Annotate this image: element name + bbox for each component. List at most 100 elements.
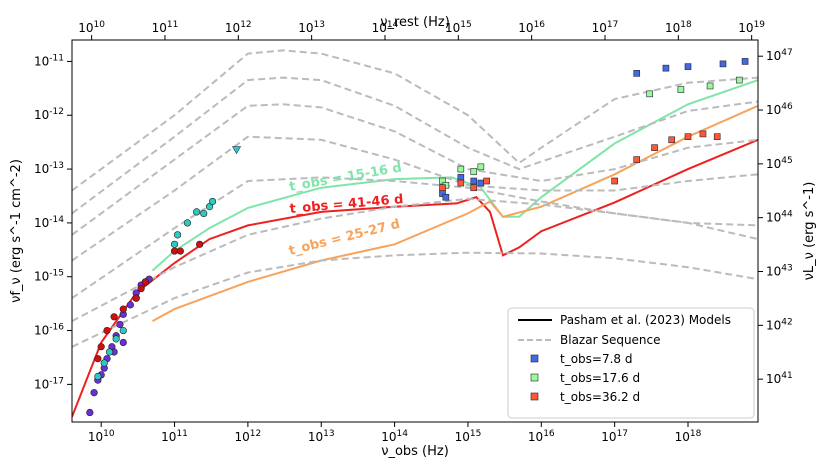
y-left-tick-label: 10-12 [34,107,64,122]
blazar-curve-6 [72,251,758,348]
point-radio-archival-cyan--9 [193,208,201,216]
legend-label-models: Pasham et al. (2023) Models [560,313,731,327]
y-left-tick-label: 10-11 [34,53,64,68]
point-radio-archival-red--5 [132,294,140,302]
y-right-tick-label: 1044 [766,210,793,225]
annotation-41-46d: t_obs = 41-46 d [289,192,404,217]
y-right-tick-label: 1042 [766,317,793,332]
point-radio-archival-red--4 [119,305,127,313]
point-radio-archival-cyan--7 [173,231,182,239]
y-left-tick-label: 10-14 [34,215,64,230]
point-t-obs-7-8-d-1 [442,193,450,201]
blazar-curve-2 [72,103,758,236]
point-t-obs-17-6-d-4 [477,163,485,171]
point-t-obs-17-6-d-0 [439,177,446,185]
point-t-obs-7-8-d-7 [684,63,692,70]
point-radio-archival-cyan--1 [100,359,108,367]
legend-label-7-8d: t_obs=7.8 d [560,352,633,366]
model-curve-model-15-16-d [151,79,758,272]
y-left-label: νf_ν (erg s^-1 cm^-2) [9,159,24,303]
plot-frame [71,39,759,423]
legend-label-17-6d: t_obs=17.6 d [560,371,640,385]
point-t-obs-17-6-d-6 [677,86,685,93]
legend: Pasham et al. (2023) Models Blazar Seque… [507,307,755,419]
point-t-obs-36-2-d-1 [457,179,465,187]
point-radio-archival-cyan--12 [208,197,217,206]
legend-marker-7-8d [530,354,539,363]
x-top-tick-label: 1019 [738,20,765,35]
point-t-obs-36-2-d-10 [713,133,721,140]
point-t-obs-36-2-d-4 [611,177,618,185]
point-t-obs-7-8-d-8 [719,60,727,68]
plot-axes: 1010 1011 1012 1013 1014 1015 1016 1017 1018 1010… [34,20,793,444]
y-right-tick-label: 1045 [766,156,793,171]
plot-points [86,58,749,417]
blazar-curve-3 [72,135,758,262]
x-top-tick-label: 1018 [665,20,692,35]
x-top-tick-label: 1016 [518,20,545,35]
point-t-obs-17-6-d-3 [470,168,478,175]
point-t-obs-17-6-d-5 [646,90,653,98]
y-left-tick-label: 10-17 [34,376,64,391]
legend-label-blazar: Blazar Sequence [560,333,661,347]
x-bottom-tick-label: 1014 [381,429,408,444]
y-right-tick-label: 1047 [766,48,793,63]
x-bottom-tick-label: 1018 [675,429,702,444]
y-right-tick-label: 1046 [766,102,793,117]
x-bottom-label: ν_obs (Hz) [381,444,449,459]
point-t-obs-36-2-d-2 [470,184,478,192]
point-radio-archival-red--7 [141,278,149,286]
x-top-tick-label: 1011 [152,20,179,35]
point-radio-archival-0 [86,408,94,417]
point-radio-archival-10 [126,301,134,309]
y-left-tick-label: 10-16 [34,323,64,338]
point-radio-archival-red--3 [110,313,118,321]
model-curve-model-25-27-d [152,104,758,322]
point-radio-archival-cyan--4 [119,326,127,335]
point-radio-archival-cyan--0 [94,372,102,381]
x-top-tick-label: 1013 [298,20,325,35]
legend-label-36-2d: t_obs=36.2 d [560,390,640,404]
point-radio-archival-cyan--3 [112,335,120,343]
legend-marker-36-2d [530,392,539,401]
y-right-label: νL_ν (erg s^-1) [802,182,817,281]
point-radio-archival-red--0 [94,355,102,363]
point-t-obs-7-8-d-6 [662,64,670,72]
x-top-tick-label: 1010 [78,20,105,35]
x-top-tick-label: 1017 [592,20,619,35]
y-left-tick-label: 10-15 [34,269,64,284]
point-radio-archival-cyan--6 [170,240,179,248]
legend-marker-17-6d [530,373,539,382]
x-top-tick-label: 1014 [372,20,399,35]
point-radio-archival-red--1 [97,343,105,351]
point-radio-archival-15 [119,338,127,347]
x-bottom-tick-label: 1015 [455,429,482,444]
point-radio-archival-red--10 [196,240,204,248]
point-t-obs-7-8-d-3 [470,177,478,185]
point-radio-archival-cyan--10 [200,209,208,218]
x-top-label: ν_rest (Hz) [380,15,450,30]
point-radio-archival-cyan--2 [105,348,114,356]
point-t-obs-36-2-d-5 [633,156,641,163]
point-radio-archival-red--9 [176,247,184,255]
point-t-obs-36-2-d-0 [439,184,446,192]
point-t-obs-17-6-d-8 [735,76,743,84]
point-t-obs-7-8-d-4 [477,179,485,187]
point-radio-archival-red--2 [103,326,111,335]
x-bottom-tick-label: 1010 [88,429,115,444]
point-radio-archival-1 [90,389,98,397]
point-t-obs-36-2-d-3 [483,177,490,185]
point-radio-archival-8 [116,320,124,329]
point-t-obs-7-8-d-2 [457,174,465,181]
x-bottom-tick-label: 1011 [161,429,188,444]
y-right-tick-label: 1043 [766,264,793,279]
point-t-obs-17-6-d-7 [706,82,714,90]
x-top-tick-label: 1015 [445,20,472,35]
blazar-curve-4 [72,176,758,299]
blazar-curve-5 [72,197,758,322]
y-right-tick-label: 1041 [766,371,793,386]
upper-limit-marker [232,146,242,155]
point-radio-archival-cyan--8 [183,219,192,227]
x-top-tick-label: 1012 [225,20,252,35]
point-t-obs-7-8-d-9 [741,58,749,65]
